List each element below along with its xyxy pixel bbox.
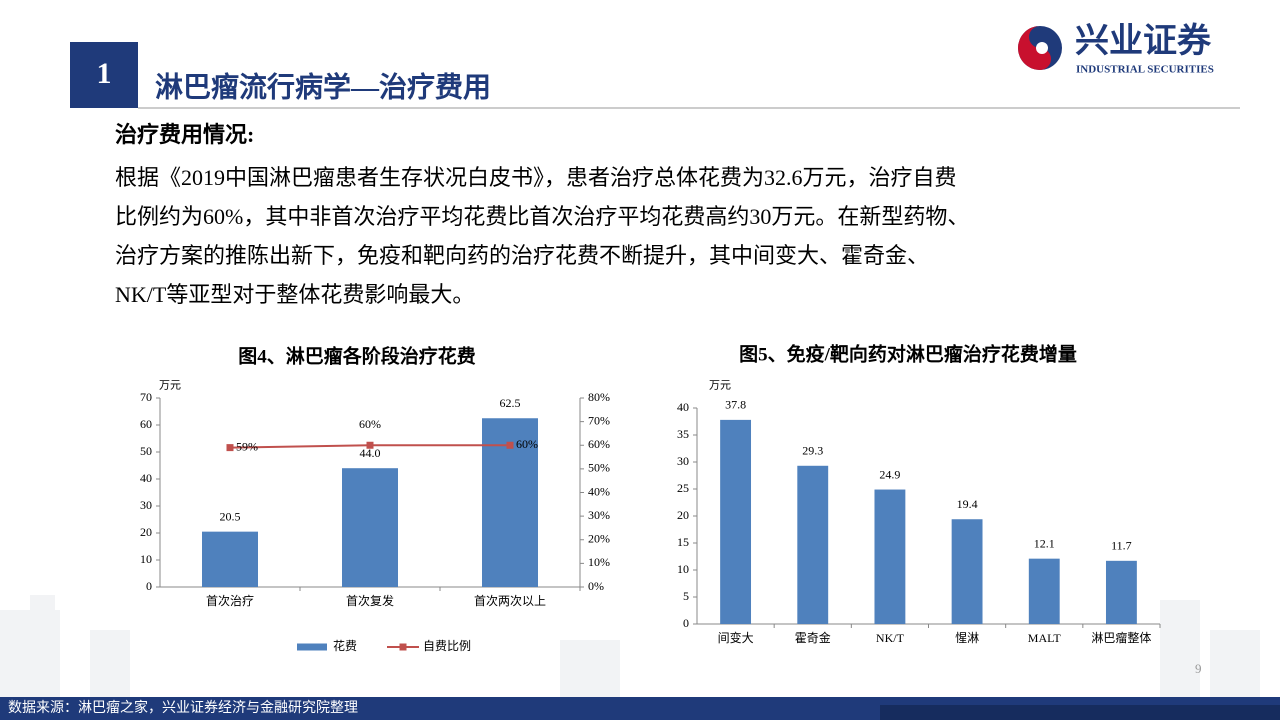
y-tick-label: 60	[140, 417, 152, 431]
x-tick-label: 惺淋	[955, 630, 979, 645]
y-tick-label: 15	[677, 535, 689, 549]
legend-label: 自费比例	[423, 639, 471, 653]
bar	[202, 531, 258, 587]
data-label: 11.7	[1111, 539, 1132, 553]
y2-tick-label: 60%	[588, 437, 610, 451]
y2-tick-label: 70%	[588, 413, 610, 427]
y2-tick-label: 0%	[588, 579, 604, 593]
skyline	[0, 595, 1260, 700]
data-label: 20.5	[220, 509, 241, 523]
x-tick-label: 首次两次以上	[474, 594, 546, 608]
line-marker	[506, 441, 514, 449]
y-tick-label: 20	[677, 508, 689, 522]
bar	[874, 489, 906, 624]
chart-title: 图4、淋巴瘤各阶段治疗花费	[238, 344, 476, 367]
line-marker	[226, 444, 234, 452]
bar	[951, 519, 983, 624]
data-label: 44.0	[360, 446, 381, 460]
x-tick-label: 淋巴瘤整体	[1091, 630, 1151, 645]
y2-tick-label: 30%	[588, 508, 610, 522]
footer-accent	[880, 705, 1280, 720]
section-number: 1	[97, 57, 112, 90]
data-label: 62.5	[500, 396, 521, 410]
chart-title: 图5、免疫/靶向药对淋巴瘤治疗花费增量	[739, 342, 1077, 365]
bar	[720, 419, 752, 624]
y-axis-label: 万元	[709, 380, 731, 392]
y2-tick-label: 10%	[588, 555, 610, 569]
y-tick-label: 30	[140, 498, 152, 512]
body-line: 治疗方案的推陈出新下，免疫和靶向药的治疗花费不断提升，其中间变大、霍奇金、	[115, 243, 929, 268]
footer-source: 数据来源：淋巴瘤之家，兴业证券经济与金融研究院整理	[8, 699, 358, 716]
line-marker	[366, 441, 374, 449]
y2-tick-label: 80%	[588, 390, 610, 404]
y-tick-label: 50	[140, 444, 152, 458]
data-label: 19.4	[957, 497, 978, 511]
data-label: 24.9	[879, 467, 900, 481]
x-tick-label: NK/T	[876, 631, 905, 645]
y-tick-label: 35	[677, 427, 689, 441]
y2-tick-label: 40%	[588, 484, 610, 498]
y-tick-label: 30	[677, 454, 689, 468]
slide-title: 淋巴瘤流行病学—治疗费用	[155, 70, 491, 103]
bar	[342, 468, 398, 587]
body-line: NK/T等亚型对于整体花费影响最大。	[115, 282, 474, 307]
bar	[797, 465, 829, 624]
bar	[1105, 560, 1137, 624]
data-label: 60%	[516, 437, 538, 451]
y-tick-label: 5	[683, 589, 689, 603]
y-tick-label: 0	[683, 616, 689, 630]
charts: 图4、淋巴瘤各阶段治疗花费万元0102030405060700%10%20%30…	[140, 342, 1161, 653]
y-tick-label: 0	[146, 579, 152, 593]
y-tick-label: 70	[140, 390, 152, 404]
bar	[1028, 558, 1060, 624]
y2-tick-label: 20%	[588, 532, 610, 546]
data-label: 59%	[236, 439, 258, 453]
page-number: 9	[1195, 661, 1202, 676]
body-line: 根据《2019中国淋巴瘤患者生存状况白皮书》，患者治疗总体花费为32.6万元，治…	[115, 165, 957, 190]
legend-label: 花费	[333, 638, 357, 653]
y-tick-label: 20	[140, 525, 152, 539]
x-tick-label: 霍奇金	[795, 630, 831, 645]
section-box	[70, 42, 138, 108]
x-tick-label: 间变大	[718, 630, 754, 645]
y2-tick-label: 50%	[588, 461, 610, 475]
data-label: 29.3	[802, 444, 823, 458]
y-tick-label: 10	[677, 562, 689, 576]
data-label: 60%	[359, 417, 381, 431]
y-tick-label: 40	[140, 471, 152, 485]
body-heading: 治疗费用情况:	[115, 122, 254, 147]
x-tick-label: 首次复发	[346, 593, 394, 608]
body-line: 比例约为60%，其中非首次治疗平均花费比首次治疗平均花费高约30万元。在新型药物…	[115, 204, 969, 229]
logo	[1018, 26, 1062, 70]
y-tick-label: 40	[677, 400, 689, 414]
y-tick-label: 10	[140, 552, 152, 566]
data-label: 12.1	[1034, 536, 1055, 550]
y-axis-label: 万元	[159, 380, 181, 392]
y-tick-label: 25	[677, 481, 689, 495]
x-tick-label: 首次治疗	[206, 594, 254, 608]
data-label: 37.8	[725, 398, 746, 412]
legend-swatch	[399, 643, 407, 651]
logo-cn: 兴业证券	[1075, 22, 1212, 60]
logo-en: INDUSTRIAL SECURITIES	[1076, 64, 1214, 76]
legend-swatch	[297, 643, 327, 651]
x-tick-label: MALT	[1028, 631, 1062, 645]
body-text: 根据《2019中国淋巴瘤患者生存状况白皮书》，患者治疗总体花费为32.6万元，治…	[115, 165, 969, 307]
